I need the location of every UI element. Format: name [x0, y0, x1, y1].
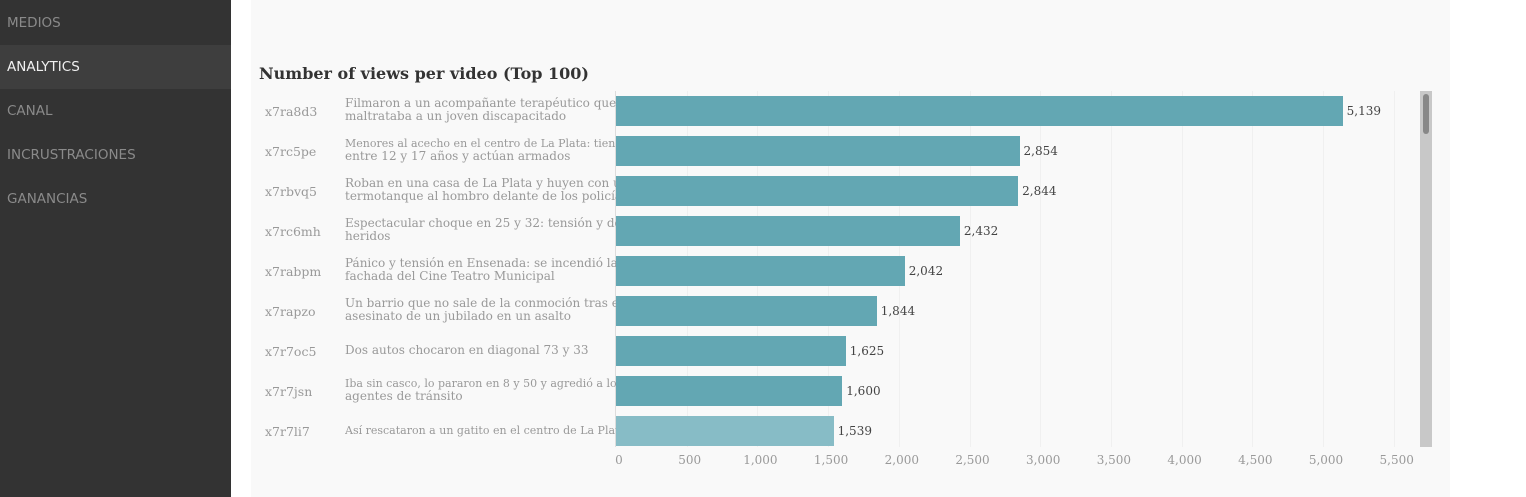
video-title: Dos autos chocaron en diagonal 73 y 33: [345, 344, 589, 357]
sidebar-item-medios[interactable]: MEDIOS: [7, 15, 61, 31]
video-title: asesinato de un jubilado en un asalto: [345, 310, 571, 323]
chart-row[interactable]: x7ra8d3 Filmaron a un acompañante terapéu…: [252, 91, 1420, 131]
video-title: fachada del Cine Teatro Municipal: [345, 270, 555, 283]
video-title: heridos: [345, 230, 391, 243]
gridline: [1110, 91, 1112, 447]
x-tick-label: 4,500: [1238, 453, 1273, 467]
gridline: [1040, 91, 1042, 447]
bar-value-label: 2,844: [1022, 184, 1057, 198]
bar[interactable]: [616, 96, 1343, 126]
x-tick-label: 3,000: [1026, 453, 1061, 467]
gridline: [1393, 91, 1395, 447]
video-title: Filmaron a un acompañante terapéutico qu…: [345, 97, 616, 110]
sidebar-item-canal[interactable]: CANAL: [7, 103, 53, 119]
bar[interactable]: [616, 416, 834, 446]
chart-row[interactable]: x7rbvq5 Roban en una casa de La Plata y h…: [252, 171, 1420, 211]
analytics-panel: [251, 0, 1450, 497]
video-id: x7rapzo: [265, 304, 316, 319]
chart-scrollbar[interactable]: [1420, 91, 1432, 447]
bar[interactable]: [616, 296, 877, 326]
x-tick-label: 3,500: [1096, 453, 1132, 467]
bar[interactable]: [616, 216, 960, 246]
video-title: maltrataba a un joven discapacitado: [345, 110, 567, 123]
x-tick-label: 0: [615, 453, 623, 467]
chart-row[interactable]: x7r7jsn Iba sin casco, lo pararon en 8 y …: [252, 371, 1420, 411]
video-title: entre 12 y 17 años y actúan armados: [345, 150, 571, 163]
chart-row[interactable]: x7rapzo Un barrio que no sale de la conmo…: [252, 291, 1420, 331]
gridline: [1323, 91, 1324, 447]
video-id: x7rc5pe: [265, 144, 317, 159]
chart-row[interactable]: x7rabpm Pánico y tensión en Ensenada: se …: [252, 251, 1420, 291]
bar[interactable]: [616, 336, 846, 366]
video-title: Un barrio que no sale de la conmoción tr…: [345, 297, 616, 310]
gridline: [1252, 91, 1254, 447]
video-title: Así rescataron a un gatito en el centro …: [345, 424, 616, 437]
bar-value-label: 1,844: [880, 304, 916, 318]
sidebar-item-analytics[interactable]: ANALYTICS: [0, 45, 231, 89]
video-id: x7r7li7: [265, 424, 310, 439]
chart-row[interactable]: x7rc5pe Menores al acecho en el centro de…: [252, 131, 1420, 171]
bar-value-label: 2,042: [908, 264, 944, 278]
video-title: agentes de tránsito: [345, 390, 463, 403]
bar-value-label: 5,139: [1346, 104, 1381, 118]
x-tick-label: 2,000: [884, 453, 919, 467]
gridline: [1181, 91, 1183, 447]
sidebar-item-incrustraciones[interactable]: INCRUSTRACIONES: [7, 147, 136, 163]
video-title: Espectacular choque en 25 y 32: tensión …: [345, 217, 616, 230]
video-title: Menores al acecho en el centro de La Pla…: [345, 137, 616, 150]
y-axis-line: [615, 91, 616, 447]
x-tick-label: 1,500: [813, 453, 849, 467]
chart-row[interactable]: x7r7li7 Así rescataron a un gatito en el …: [252, 411, 1420, 451]
bar[interactable]: [616, 176, 1019, 206]
video-id: x7rbvq5: [265, 184, 317, 199]
video-title: Iba sin casco, lo pararon en 8 y 50 y ag…: [345, 377, 616, 390]
video-id: x7rabpm: [265, 264, 322, 279]
video-title: Pánico y tensión en Ensenada: se incendi…: [345, 257, 616, 270]
bar[interactable]: [616, 376, 843, 406]
video-id: x7r7jsn: [265, 384, 313, 399]
x-tick-label: 500: [678, 453, 702, 467]
bar[interactable]: [616, 256, 905, 286]
video-title: Roban en una casa de La Plata y huyen co…: [345, 177, 616, 190]
x-tick-label: 2,500: [955, 453, 990, 467]
video-id: x7rc6mh: [265, 224, 321, 239]
chart-title: Number of views per video (Top 100): [259, 64, 589, 83]
x-tick-label: 5,000: [1308, 453, 1344, 467]
chart-row[interactable]: x7rc6mh Espectacular choque en 25 y 32: t…: [252, 211, 1420, 251]
video-title: termotanque al hombro delante de los pol…: [345, 190, 616, 203]
sidebar-item-ganancias[interactable]: GANANCIAS: [7, 191, 88, 207]
gridline: [969, 91, 971, 447]
x-tick-label: 4,000: [1167, 453, 1202, 467]
video-id: x7r7oc5: [265, 344, 317, 359]
bar-value-label: 1,625: [849, 344, 885, 358]
bar[interactable]: [616, 136, 1020, 166]
bar-value-label: 2,432: [963, 224, 999, 238]
x-tick-label: 1,000: [743, 453, 778, 467]
chart-row[interactable]: x7r7oc5 Dos autos chocaron en diagonal 73…: [252, 331, 1420, 371]
video-id: x7ra8d3: [265, 104, 318, 119]
bar-value-label: 1,600: [846, 384, 881, 398]
x-tick-label: 5,500: [1379, 453, 1414, 467]
scrollbar-thumb[interactable]: [1423, 94, 1429, 134]
bar-value-label: 2,854: [1023, 144, 1058, 158]
sidebar: MEDIOS ANALYTICS CANAL INCRUSTRACIONES GANAN…: [0, 0, 231, 497]
bar-value-label: 1,539: [837, 424, 872, 438]
